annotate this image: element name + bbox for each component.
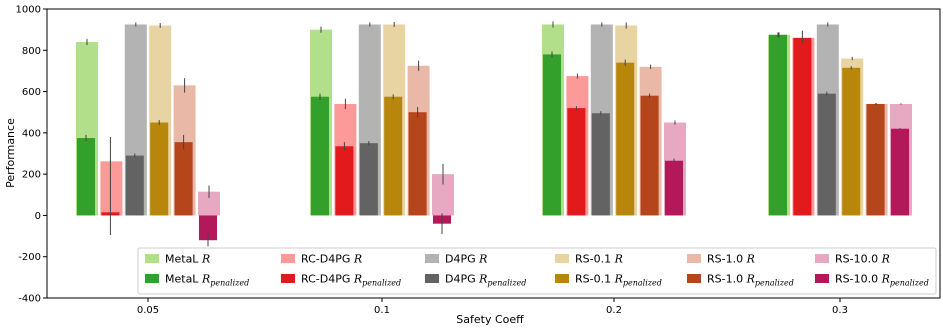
legend-swatch-rs-0-1-rpen xyxy=(555,274,569,283)
legend-label-rs-10-0-r: RS-10.0 R xyxy=(835,253,890,266)
x-tick-label-0-3: 0.3 xyxy=(832,305,848,316)
plot-frame xyxy=(46,8,941,299)
legend-label-rc-d4pg-r: RC-D4PG R xyxy=(301,253,362,266)
x-axis-title: Safety Coeff xyxy=(456,313,524,326)
legend-swatch-d4pg-r xyxy=(425,254,439,263)
bar-rs-1-0-rpen-0-05 xyxy=(174,142,193,216)
bar-d4pg-rpen-0-2 xyxy=(591,113,610,216)
bar-rs-1-0-rpen-0-1 xyxy=(408,112,427,216)
bar-rs-1-0-rpen-0-2 xyxy=(640,95,659,216)
bar-rs-0-1-rpen-0-1 xyxy=(384,96,403,216)
bar-d4pg-rpen-0-05 xyxy=(125,155,144,216)
bar-rs-0-1-rpen-0-2 xyxy=(616,62,635,216)
x-tick-label-0-2: 0.2 xyxy=(606,305,622,316)
bar-rc-d4pg-r-0-05 xyxy=(100,161,123,216)
legend-swatch-rs-10-0-rpen xyxy=(815,274,829,283)
legend-label-d4pg-rpen: D4PG Rpenalized xyxy=(445,273,526,288)
bar-rs-1-0-rpen-0-3 xyxy=(866,103,885,216)
y-axis-title: Performance xyxy=(4,118,17,188)
legend: MetaL R RC-D4PG R D4PG R RS-0.1 R RS-1.0 R RS… xyxy=(137,247,937,295)
y-tick-label-600: 600 xyxy=(22,87,41,98)
legend-label-rs-0-1-rpen: RS-0.1 Rpenalized xyxy=(575,273,662,288)
bar-d4pg-rpen-0-3 xyxy=(817,93,836,216)
bar-rs-10-0-rpen-0-3 xyxy=(890,128,910,216)
y-tick-label-0: 0 xyxy=(35,211,41,222)
bar-rs-10-0-rpen-0-2 xyxy=(664,160,684,216)
bar-rc-d4pg-rpen-0-3 xyxy=(793,37,812,216)
legend-swatch-rs-0-1-r xyxy=(555,254,569,263)
legend-swatch-rs-1-0-rpen xyxy=(687,274,701,283)
bar-metal-rpen-0-05 xyxy=(76,138,96,216)
y-tick-label--200: -200 xyxy=(18,252,41,263)
legend-label-rs-1-0-rpen: RS-1.0 Rpenalized xyxy=(707,273,794,288)
legend-swatch-rs-10-0-r xyxy=(815,254,829,263)
x-tick-label-0-1: 0.1 xyxy=(374,305,390,316)
bar-rs-10-0-r-0-1 xyxy=(432,174,454,216)
bar-rc-d4pg-rpen-0-1 xyxy=(335,146,354,216)
axes-layer: -400 -200 0 200 400 600 800 1000 0.05 0.1 0.2 0.3 xyxy=(16,5,941,316)
bars-layer xyxy=(76,24,912,241)
bar-rs-0-1-rpen-0-3 xyxy=(842,67,861,216)
legend-label-rs-1-0-r: RS-1.0 R xyxy=(707,253,755,266)
y-tick-label-1000: 1000 xyxy=(16,5,41,16)
y-tick-label-800: 800 xyxy=(22,46,41,57)
x-tick-label-0-05: 0.05 xyxy=(137,305,159,316)
bar-d4pg-rpen-0-1 xyxy=(359,143,378,216)
bar-metal-rpen-0-3 xyxy=(768,34,788,216)
legend-swatch-rc-d4pg-rpen xyxy=(281,274,295,283)
legend-label-d4pg-r: D4PG R xyxy=(445,253,487,266)
y-tick-label-200: 200 xyxy=(22,170,41,181)
legend-swatch-rc-d4pg-r xyxy=(281,254,295,263)
y-tick-label-400: 400 xyxy=(22,128,41,139)
legend-label-rc-d4pg-rpen: RC-D4PG Rpenalized xyxy=(301,273,401,288)
error-bars-layer xyxy=(85,21,902,247)
bar-rs-10-0-r-0-05 xyxy=(198,191,220,216)
y-tick-label--400: -400 xyxy=(18,294,41,305)
bar-rs-10-0-rpen-0-05 xyxy=(198,215,218,241)
bar-rc-d4pg-rpen-0-2 xyxy=(567,108,586,216)
legend-label-metal-rpen: MetaL Rpenalized xyxy=(165,273,249,288)
legend-label-metal-r: MetaL R xyxy=(165,253,210,266)
legend-label-rs-10-0-rpen: RS-10.0 Rpenalized xyxy=(835,273,929,288)
bar-metal-rpen-0-1 xyxy=(310,96,330,216)
bar-metal-rpen-0-2 xyxy=(542,54,562,216)
bar-rs-0-1-rpen-0-05 xyxy=(150,122,169,216)
legend-swatch-metal-rpen xyxy=(145,274,159,283)
legend-swatch-rs-1-0-r xyxy=(687,254,701,263)
legend-swatch-d4pg-rpen xyxy=(425,274,439,283)
legend-label-rs-0-1-r: RS-0.1 R xyxy=(575,253,623,266)
legend-box xyxy=(137,247,937,295)
legend-swatch-metal-r xyxy=(145,254,159,263)
